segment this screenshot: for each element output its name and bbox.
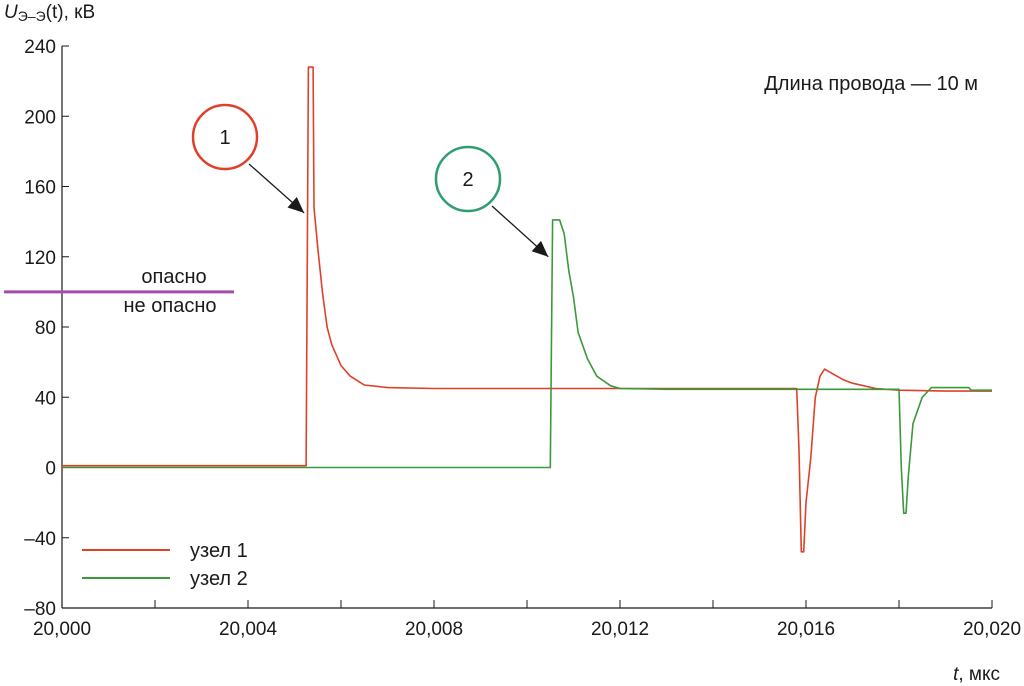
legend-label-2: узел 2 (190, 568, 248, 590)
y-tick-label: 200 (24, 107, 56, 128)
marker-circle-1 (191, 103, 259, 171)
x-axis-title: t, мкс (953, 664, 1000, 685)
legend-label-1: узел 1 (190, 540, 248, 562)
y-tick-label: 0 (45, 459, 56, 480)
x-tick-label: 20,020 (963, 619, 1021, 640)
x-tick-label: 20,008 (405, 619, 463, 640)
y-tick-label: 40 (35, 388, 56, 409)
marker-circle-2 (434, 145, 502, 213)
marker-arrowhead-2 (531, 240, 549, 257)
threshold-label-safe: не опасно (124, 295, 217, 317)
x-tick-label: 20,000 (33, 619, 91, 640)
legend: узел 1 узел 2 (82, 540, 248, 590)
y-axis-var: U (4, 2, 18, 23)
marker-label-1: 1 (219, 127, 230, 149)
y-axis-subscript: Э–Э (18, 8, 46, 24)
plot-frame (61, 46, 992, 609)
x-tick-label: 20,004 (219, 619, 278, 640)
x-tick-label: 20,016 (777, 619, 835, 640)
marker-label-2: 2 (462, 169, 473, 191)
series-line-1 (62, 66, 992, 553)
y-axis: –80 –40 0 40 80 120 160 200 240 (24, 37, 69, 620)
y-tick-label: 120 (24, 248, 56, 269)
x-axis-var: t (953, 664, 959, 685)
y-axis-arg: (t) (46, 2, 64, 23)
y-tick-label: 240 (24, 37, 56, 58)
x-tick-label: 20,012 (591, 619, 649, 640)
y-tick-label: –40 (24, 529, 56, 550)
y-tick-label: 160 (24, 178, 56, 199)
marker-arrowhead-1 (287, 196, 305, 213)
series-line-2 (62, 219, 992, 515)
x-axis: 20,000 20,004 20,008 20,012 20,016 20,020 (33, 600, 1021, 640)
callout-markers: 12 (191, 103, 549, 258)
y-axis-unit: , кВ (64, 2, 96, 23)
y-axis-title: UЭ–Э(t), кВ (4, 2, 95, 24)
threshold-label-danger: опасно (141, 266, 206, 288)
y-tick-label: 80 (35, 318, 56, 339)
series-layer (62, 66, 992, 553)
y-tick-label: –80 (24, 599, 56, 620)
danger-threshold: опасно не опасно (4, 266, 234, 317)
wire-length-annotation: Длина провода — 10 м (764, 73, 978, 95)
x-axis-unit: , мкс (958, 664, 1000, 685)
